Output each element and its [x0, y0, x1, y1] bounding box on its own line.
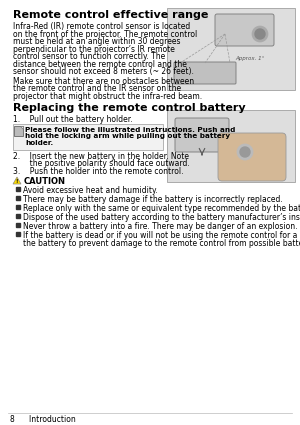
Text: Please follow the illustrated instructions. Push and: Please follow the illustrated instructio… — [25, 127, 236, 133]
Text: control sensor to function correctly. The: control sensor to function correctly. Th… — [13, 52, 165, 61]
Text: sensor should not exceed 8 meters (~ 26 feet).: sensor should not exceed 8 meters (~ 26 … — [13, 67, 194, 76]
Text: Approx. 1°: Approx. 1° — [235, 56, 264, 61]
Text: on the front of the projector. The remote control: on the front of the projector. The remot… — [13, 29, 197, 39]
Bar — [14, 125, 23, 136]
Text: Infra-Red (IR) remote control sensor is located: Infra-Red (IR) remote control sensor is … — [13, 22, 190, 31]
Bar — [167, 110, 295, 182]
Circle shape — [252, 26, 268, 42]
Text: Replace only with the same or equivalent type recommended by the battery manufac: Replace only with the same or equivalent… — [23, 204, 300, 213]
Text: holder.: holder. — [25, 139, 53, 145]
Text: CAUTION: CAUTION — [24, 177, 66, 186]
Circle shape — [237, 144, 253, 160]
Text: perpendicular to the projector’s IR remote: perpendicular to the projector’s IR remo… — [13, 45, 175, 54]
Text: hold the locking arm while pulling out the battery: hold the locking arm while pulling out t… — [25, 133, 230, 139]
Bar — [167, 8, 295, 90]
Text: Make sure that there are no obstacles between: Make sure that there are no obstacles be… — [13, 76, 194, 85]
Text: 1.    Pull out the battery holder.: 1. Pull out the battery holder. — [13, 115, 133, 124]
Bar — [13, 124, 163, 150]
FancyBboxPatch shape — [218, 133, 286, 181]
Polygon shape — [20, 125, 23, 128]
Text: projector that might obstruct the infra-red beam.: projector that might obstruct the infra-… — [13, 91, 202, 100]
Text: distance between the remote control and the: distance between the remote control and … — [13, 60, 187, 68]
Text: Avoid excessive heat and humidity.: Avoid excessive heat and humidity. — [23, 186, 158, 195]
Text: Remote control effective range: Remote control effective range — [13, 10, 208, 20]
Text: must be held at an angle within 30 degrees: must be held at an angle within 30 degre… — [13, 37, 181, 46]
Text: Never throw a battery into a fire. There may be danger of an explosion.: Never throw a battery into a fire. There… — [23, 222, 298, 231]
Text: If the battery is dead or if you will not be using the remote control for a long: If the battery is dead or if you will no… — [23, 231, 300, 240]
FancyBboxPatch shape — [215, 14, 274, 46]
Text: the battery to prevent damage to the remote control from possible battery leakag: the battery to prevent damage to the rem… — [23, 238, 300, 247]
Text: !: ! — [16, 178, 18, 184]
Text: 8      Introduction: 8 Introduction — [10, 415, 76, 424]
Circle shape — [240, 147, 250, 157]
FancyBboxPatch shape — [175, 118, 229, 152]
Text: the remote control and the IR sensor on the: the remote control and the IR sensor on … — [13, 84, 181, 93]
Text: 3.    Push the holder into the remote control.: 3. Push the holder into the remote contr… — [13, 167, 184, 176]
Text: Replacing the remote control battery: Replacing the remote control battery — [13, 103, 246, 113]
Text: There may be battery damage if the battery is incorrectly replaced.: There may be battery damage if the batte… — [23, 195, 283, 204]
Circle shape — [255, 29, 265, 39]
Text: the positive polarity should face outward.: the positive polarity should face outwar… — [13, 159, 190, 168]
Polygon shape — [13, 177, 21, 184]
FancyBboxPatch shape — [174, 62, 236, 84]
Text: 2.    Insert the new battery in the holder. Note: 2. Insert the new battery in the holder.… — [13, 151, 189, 161]
Text: Dispose of the used battery according to the battery manufacturer’s instructions: Dispose of the used battery according to… — [23, 213, 300, 222]
